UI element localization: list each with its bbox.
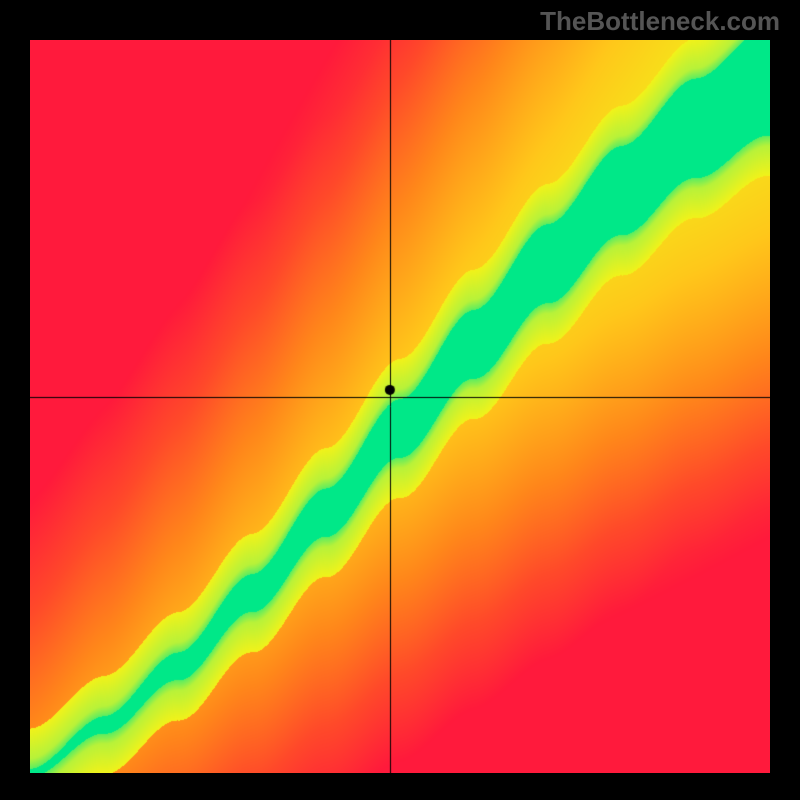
- watermark-text: TheBottleneck.com: [540, 6, 780, 37]
- chart-container: TheBottleneck.com: [0, 0, 800, 800]
- bottleneck-heatmap: [30, 40, 770, 773]
